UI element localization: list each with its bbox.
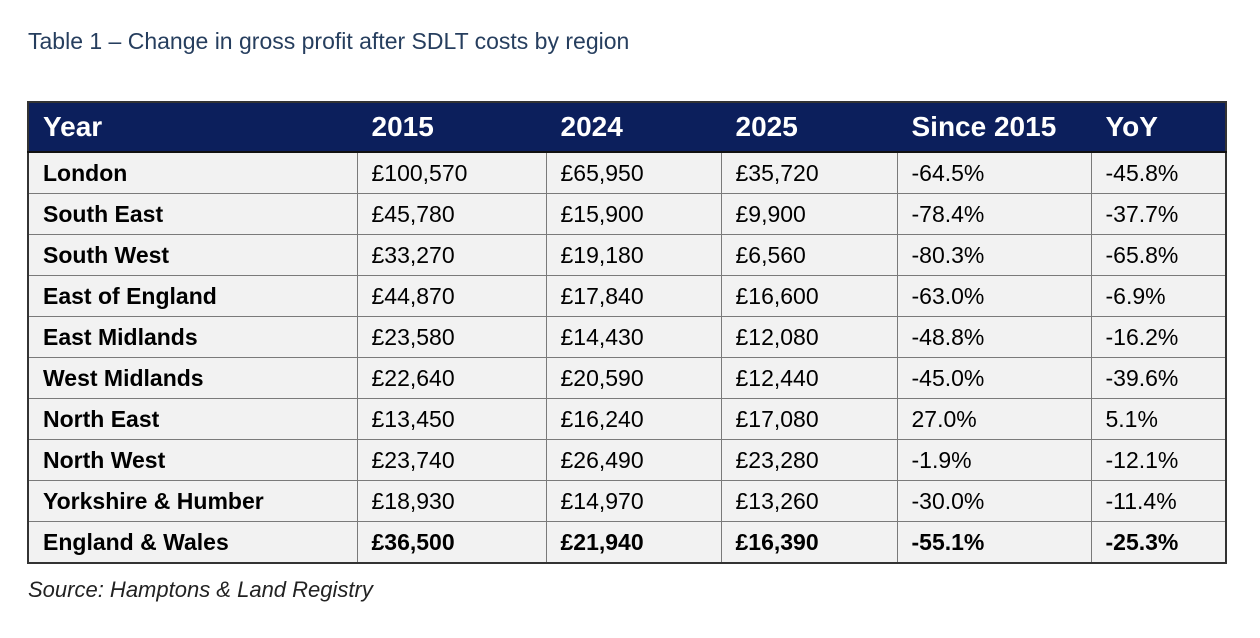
value-cell: £21,940: [545, 521, 722, 564]
region-cell: South West: [27, 234, 358, 276]
column-header: Year: [27, 101, 358, 153]
value-cell: £14,430: [545, 316, 722, 358]
value-cell: £12,440: [720, 357, 898, 399]
value-cell: £20,590: [545, 357, 722, 399]
table-row: East of England £44,870 £17,840 £16,600 -63.…: [27, 275, 1227, 317]
value-cell: -78.4%: [896, 193, 1092, 235]
value-cell: £17,080: [720, 398, 898, 440]
table-row: England & Wales £36,500 £21,940 £16,390 -55.…: [27, 521, 1227, 564]
value-cell: £23,280: [720, 439, 898, 481]
value-cell: £44,870: [356, 275, 547, 317]
profit-table: Year 2015 2024 2025 Since 2015 YoY London £100…: [27, 101, 1227, 564]
value-cell: 5.1%: [1090, 398, 1227, 440]
value-cell: £18,930: [356, 480, 547, 522]
region-cell: West Midlands: [27, 357, 358, 399]
value-cell: -80.3%: [896, 234, 1092, 276]
value-cell: -45.8%: [1090, 151, 1227, 194]
value-cell: £17,840: [545, 275, 722, 317]
header-row: Year 2015 2024 2025 Since 2015 YoY: [27, 101, 1227, 153]
value-cell: -37.7%: [1090, 193, 1227, 235]
value-cell: £14,970: [545, 480, 722, 522]
table-row: South East £45,780 £15,900 £9,900 -78.4% -37.…: [27, 193, 1227, 235]
value-cell: £16,390: [720, 521, 898, 564]
value-cell: -6.9%: [1090, 275, 1227, 317]
value-cell: -64.5%: [896, 151, 1092, 194]
table-row: North East £13,450 £16,240 £17,080 27.0% 5.1%: [27, 398, 1227, 440]
column-header: 2025: [720, 101, 898, 153]
region-cell: East of England: [27, 275, 358, 317]
value-cell: £100,570: [356, 151, 547, 194]
value-cell: -16.2%: [1090, 316, 1227, 358]
value-cell: £35,720: [720, 151, 898, 194]
value-cell: £45,780: [356, 193, 547, 235]
region-cell: London: [27, 151, 358, 194]
value-cell: -12.1%: [1090, 439, 1227, 481]
table-row: West Midlands £22,640 £20,590 £12,440 -45.0%…: [27, 357, 1227, 399]
region-cell: Yorkshire & Humber: [27, 480, 358, 522]
column-header: 2024: [545, 101, 722, 153]
value-cell: £23,740: [356, 439, 547, 481]
value-cell: £19,180: [545, 234, 722, 276]
region-cell: North East: [27, 398, 358, 440]
value-cell: £12,080: [720, 316, 898, 358]
value-cell: £15,900: [545, 193, 722, 235]
table-row: Yorkshire & Humber £18,930 £14,970 £13,260-…: [27, 480, 1227, 522]
region-cell: North West: [27, 439, 358, 481]
value-cell: -25.3%: [1090, 521, 1227, 564]
value-cell: -30.0%: [896, 480, 1092, 522]
value-cell: £33,270: [356, 234, 547, 276]
table-row: London £100,570 £65,950 £35,720 -64.5% -45.8%: [27, 151, 1227, 194]
value-cell: £22,640: [356, 357, 547, 399]
value-cell: £13,450: [356, 398, 547, 440]
value-cell: -39.6%: [1090, 357, 1227, 399]
value-cell: -45.0%: [896, 357, 1092, 399]
value-cell: -1.9%: [896, 439, 1092, 481]
value-cell: -48.8%: [896, 316, 1092, 358]
column-header: YoY: [1090, 101, 1227, 153]
column-header: Since 2015: [896, 101, 1092, 153]
value-cell: £26,490: [545, 439, 722, 481]
table-row: North West £23,740 £26,490 £23,280 -1.9% -12.…: [27, 439, 1227, 481]
value-cell: £9,900: [720, 193, 898, 235]
value-cell: £16,600: [720, 275, 898, 317]
region-cell: South East: [27, 193, 358, 235]
table-row: East Midlands £23,580 £14,430 £12,080 -48.8%…: [27, 316, 1227, 358]
value-cell: -55.1%: [896, 521, 1092, 564]
value-cell: -65.8%: [1090, 234, 1227, 276]
value-cell: -63.0%: [896, 275, 1092, 317]
value-cell: 27.0%: [896, 398, 1092, 440]
value-cell: £65,950: [545, 151, 722, 194]
table-row: South West £33,270 £19,180 £6,560 -80.3% -65.…: [27, 234, 1227, 276]
source-note: Source: Hamptons & Land Registry: [28, 577, 373, 602]
value-cell: £13,260: [720, 480, 898, 522]
value-cell: £6,560: [720, 234, 898, 276]
region-cell: England & Wales: [27, 521, 358, 564]
column-header: 2015: [356, 101, 547, 153]
value-cell: -11.4%: [1090, 480, 1227, 522]
table-title: Table 1 – Change in gross profit after S…: [28, 28, 630, 54]
region-cell: East Midlands: [27, 316, 358, 358]
value-cell: £36,500: [356, 521, 547, 564]
value-cell: £16,240: [545, 398, 722, 440]
value-cell: £23,580: [356, 316, 547, 358]
